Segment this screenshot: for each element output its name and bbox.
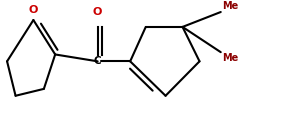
Text: O: O — [93, 7, 102, 17]
Text: Me: Me — [222, 53, 238, 63]
Text: O: O — [29, 5, 38, 15]
Text: C: C — [94, 56, 101, 66]
Text: Me: Me — [222, 1, 238, 11]
